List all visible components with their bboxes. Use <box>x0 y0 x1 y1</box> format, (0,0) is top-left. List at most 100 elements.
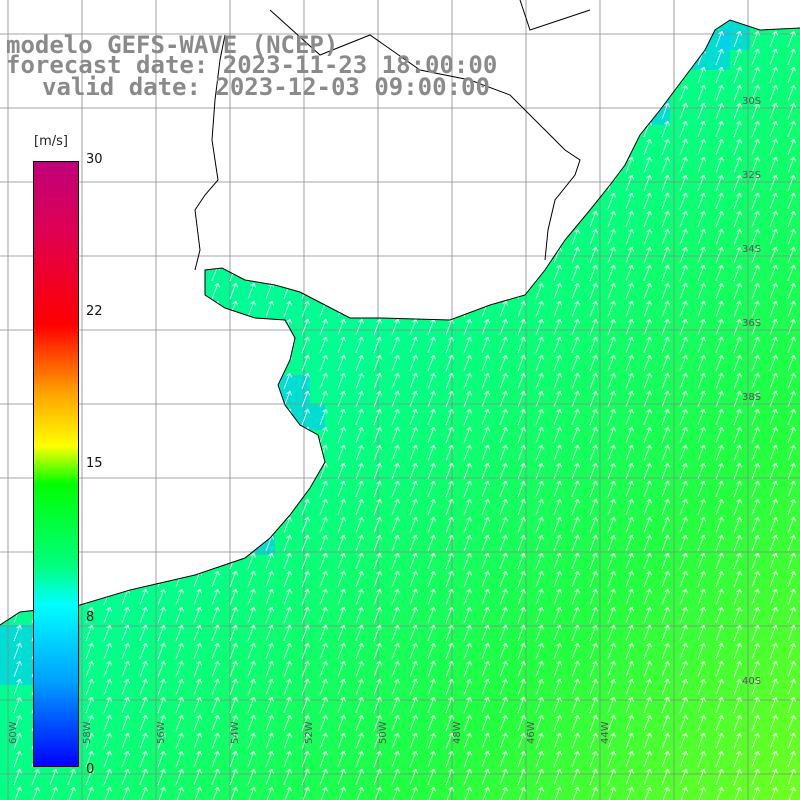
wind-arrow <box>427 534 436 552</box>
wind-arrow <box>139 768 148 786</box>
wind-arrow <box>337 444 346 462</box>
wind-arrow <box>337 408 346 426</box>
wind-arrow <box>337 750 346 768</box>
wind-arrow <box>715 354 724 372</box>
wind-arrow <box>373 372 382 390</box>
wind-arrow <box>283 516 292 534</box>
wind-arrow <box>481 408 490 426</box>
wind-arrow <box>589 750 598 768</box>
wind-arrow <box>103 732 112 750</box>
wind-arrow <box>751 462 760 480</box>
wind-arrow <box>535 408 544 426</box>
wind-arrow <box>445 480 454 498</box>
wind-arrow <box>391 534 400 552</box>
wind-arrow <box>571 282 580 300</box>
wind-arrow <box>517 660 526 678</box>
wind-arrow <box>787 300 796 318</box>
wind-arrow <box>355 444 364 462</box>
wind-arrow <box>715 750 724 768</box>
wind-arrow <box>265 786 274 800</box>
wind-arrow <box>733 570 742 588</box>
wind-arrow <box>301 534 310 552</box>
wind-arrow <box>661 228 670 246</box>
wind-arrow <box>31 768 40 786</box>
wind-arrow <box>391 390 400 408</box>
title-model: modelo GEFS-WAVE (NCEP) <box>6 31 339 59</box>
wind-arrow <box>391 714 400 732</box>
wind-arrow <box>337 768 346 786</box>
wind-arrow <box>697 498 706 516</box>
wind-arrow <box>157 768 166 786</box>
wind-arrow <box>85 714 94 732</box>
wind-arrow <box>733 354 742 372</box>
wind-arrow <box>625 156 634 174</box>
wind-arrow <box>463 534 472 552</box>
wind-arrow <box>787 516 796 534</box>
wind-arrow <box>13 732 22 750</box>
wind-arrow <box>787 246 796 264</box>
wind-arrow <box>733 120 742 138</box>
wind-arrow <box>787 606 796 624</box>
wind-arrow <box>607 552 616 570</box>
wind-arrow <box>679 570 688 588</box>
wind-arrow <box>769 300 778 318</box>
wind-arrow <box>607 570 616 588</box>
wind-arrow <box>607 300 616 318</box>
wind-arrow <box>463 768 472 786</box>
wind-arrow <box>409 588 418 606</box>
wind-arrow <box>229 786 238 800</box>
wind-arrow <box>625 696 634 714</box>
wind-arrow <box>769 408 778 426</box>
wind-arrow <box>391 606 400 624</box>
wind-arrow <box>535 660 544 678</box>
wind-arrow <box>319 786 328 800</box>
wind-arrow <box>355 750 364 768</box>
wind-arrow <box>517 372 526 390</box>
wind-arrow <box>175 732 184 750</box>
wind-arrow <box>733 462 742 480</box>
wind-arrow <box>715 660 724 678</box>
wind-arrow <box>391 786 400 800</box>
wind-arrow <box>553 318 562 336</box>
wind-arrow <box>409 768 418 786</box>
wind-arrow <box>481 606 490 624</box>
wind-arrow <box>283 786 292 800</box>
wind-arrow <box>571 372 580 390</box>
wind-arrow <box>625 300 634 318</box>
wind-arrow <box>463 318 472 336</box>
wind-arrow <box>301 372 310 390</box>
wind-arrow <box>553 282 562 300</box>
wind-arrow <box>625 426 634 444</box>
wind-arrow <box>265 732 274 750</box>
wind-arrow <box>427 462 436 480</box>
wind-arrow <box>571 408 580 426</box>
wind-arrow <box>265 606 274 624</box>
wind-arrow <box>751 444 760 462</box>
wind-arrow <box>247 750 256 768</box>
wind-arrow <box>499 372 508 390</box>
wind-arrow <box>535 714 544 732</box>
wind-arrow <box>355 534 364 552</box>
wind-arrow <box>625 210 634 228</box>
wind-arrow <box>697 642 706 660</box>
wind-arrow <box>445 390 454 408</box>
wind-arrow <box>589 300 598 318</box>
wind-arrow <box>337 498 346 516</box>
wind-arrow <box>499 534 508 552</box>
wind-arrow <box>643 372 652 390</box>
lat-label: 30S <box>742 96 762 107</box>
wind-arrow <box>121 606 130 624</box>
wind-arrow <box>247 786 256 800</box>
wind-arrow <box>319 768 328 786</box>
wind-arrow <box>355 354 364 372</box>
wind-arrow <box>589 534 598 552</box>
wind-arrow <box>247 300 256 318</box>
wind-arrow <box>139 714 148 732</box>
wind-arrow <box>391 624 400 642</box>
wind-arrow <box>553 534 562 552</box>
wind-arrow <box>283 588 292 606</box>
wind-arrow <box>733 246 742 264</box>
wind-arrow <box>607 390 616 408</box>
wind-arrow <box>355 768 364 786</box>
wind-arrow <box>517 606 526 624</box>
